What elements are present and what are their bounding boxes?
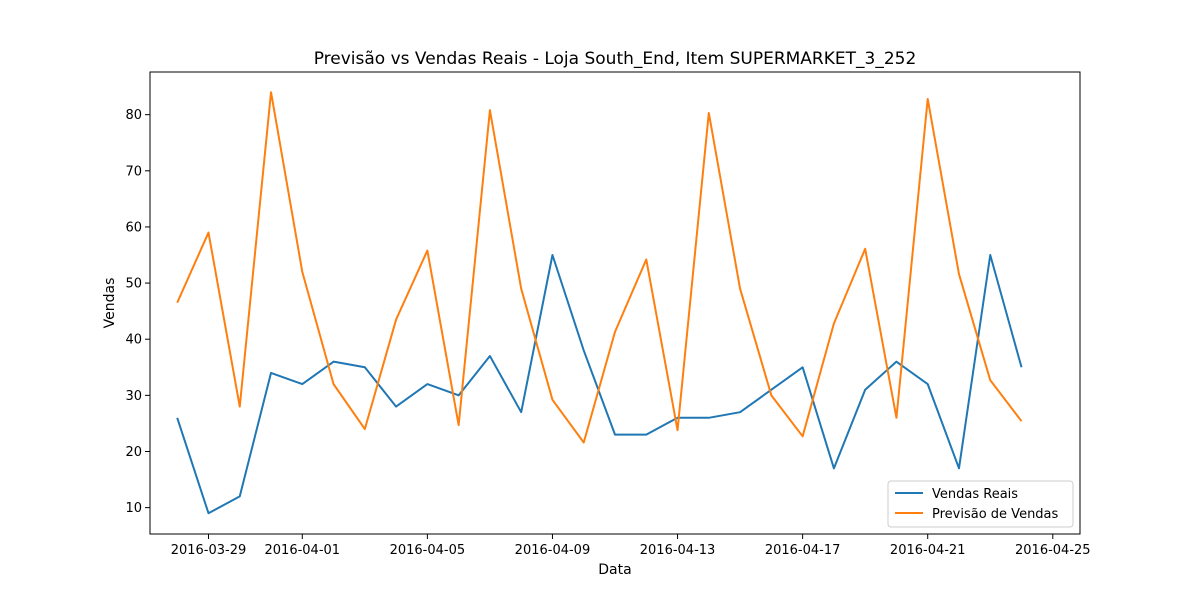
y-tick-label: 60 bbox=[125, 220, 142, 235]
y-tick-label: 30 bbox=[125, 389, 142, 404]
plot-area bbox=[150, 72, 1080, 534]
x-tick-label: 2016-04-05 bbox=[390, 543, 466, 558]
legend-box bbox=[887, 480, 1074, 528]
series-line-vendas-reais bbox=[176, 254, 1023, 515]
y-tick-label: 40 bbox=[125, 333, 142, 348]
x-tick-label: 2016-04-13 bbox=[640, 543, 716, 558]
y-tick-label: 10 bbox=[125, 501, 142, 516]
chart-title: Previsão vs Vendas Reais - Loja South_En… bbox=[314, 49, 917, 69]
y-tick-label: 70 bbox=[125, 164, 142, 179]
y-tick-label: 20 bbox=[125, 445, 142, 460]
series-layer bbox=[176, 91, 1023, 515]
y-axis-ticks: 10 20 30 40 50 60 70 80 bbox=[125, 108, 150, 516]
x-tick-label: 2016-04-25 bbox=[1015, 543, 1091, 558]
y-axis-label: Vendas bbox=[102, 278, 118, 329]
x-axis-ticks: 2016-03-29 2016-04-01 2016-04-05 2016-04-09… bbox=[171, 534, 1091, 558]
plot-frame bbox=[149, 71, 1081, 535]
x-tick-label: 2016-03-29 bbox=[171, 543, 247, 558]
x-axis-label: Data bbox=[598, 562, 631, 578]
x-tick-label: 2016-04-09 bbox=[515, 543, 591, 558]
x-tick-label: 2016-04-17 bbox=[765, 543, 841, 558]
legend-label-vendas-reais: Vendas Reais bbox=[932, 487, 1018, 502]
legend-label-previsao-de-vendas: Previsão de Vendas bbox=[932, 507, 1059, 522]
y-tick-label: 50 bbox=[125, 277, 142, 292]
y-tick-label: 80 bbox=[125, 108, 142, 123]
x-tick-label: 2016-04-21 bbox=[890, 543, 966, 558]
legend: Vendas Reais Previsão de Vendas bbox=[887, 480, 1074, 528]
x-tick-label: 2016-04-01 bbox=[265, 543, 341, 558]
series-line-previsao-de-vendas bbox=[176, 91, 1023, 444]
